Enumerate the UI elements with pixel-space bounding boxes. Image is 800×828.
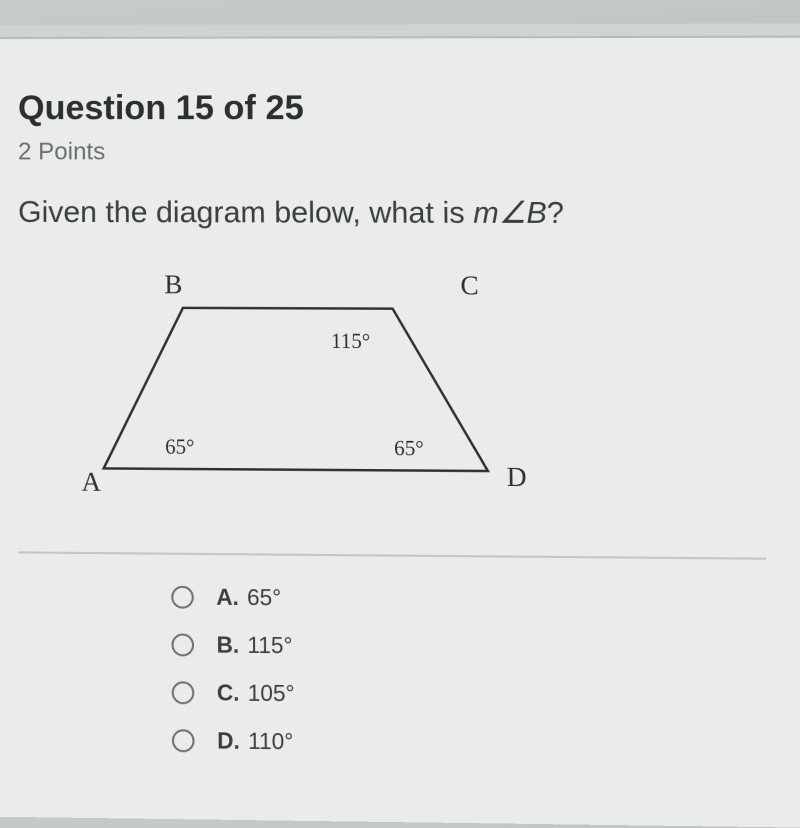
prompt-prefix: Given the diagram below, what is	[18, 196, 473, 230]
answer-option-a[interactable]: A. 65°	[171, 584, 800, 617]
option-text: 110°	[248, 728, 293, 756]
answer-option-d[interactable]: D. 110°	[172, 727, 800, 762]
option-letter: D.	[217, 728, 240, 755]
question-prompt: Given the diagram below, what is m∠B?	[18, 195, 798, 232]
option-text: 105°	[248, 680, 295, 708]
radio-icon[interactable]	[171, 586, 194, 609]
svg-text:65°: 65°	[394, 438, 424, 461]
divider	[18, 551, 766, 559]
option-text: 115°	[247, 632, 292, 660]
answer-option-b[interactable]: B. 115°	[171, 631, 800, 665]
prompt-variable: m∠B	[473, 196, 547, 230]
option-letter: C.	[217, 680, 240, 707]
svg-text:A: A	[82, 466, 102, 497]
window-topbar	[0, 24, 800, 39]
question-points: 2 Points	[18, 138, 797, 167]
radio-icon[interactable]	[171, 633, 194, 656]
radio-icon[interactable]	[172, 681, 195, 704]
answer-options: A. 65° B. 115° C. 105° D. 110°	[18, 582, 800, 762]
svg-text:65°: 65°	[165, 436, 194, 459]
svg-text:C: C	[460, 271, 479, 301]
question-title: Question 15 of 25	[18, 89, 796, 129]
radio-icon[interactable]	[172, 729, 195, 752]
trapezoid-diagram: A B C D 115° 65° 65°	[18, 260, 551, 545]
answer-option-c[interactable]: C. 105°	[172, 679, 800, 713]
prompt-suffix: ?	[547, 196, 565, 230]
svg-text:B: B	[164, 271, 182, 300]
option-text: 65°	[247, 584, 281, 611]
option-letter: B.	[217, 632, 240, 659]
svg-text:D: D	[506, 461, 526, 492]
option-letter: A.	[216, 584, 239, 611]
svg-text:115°: 115°	[331, 331, 370, 354]
